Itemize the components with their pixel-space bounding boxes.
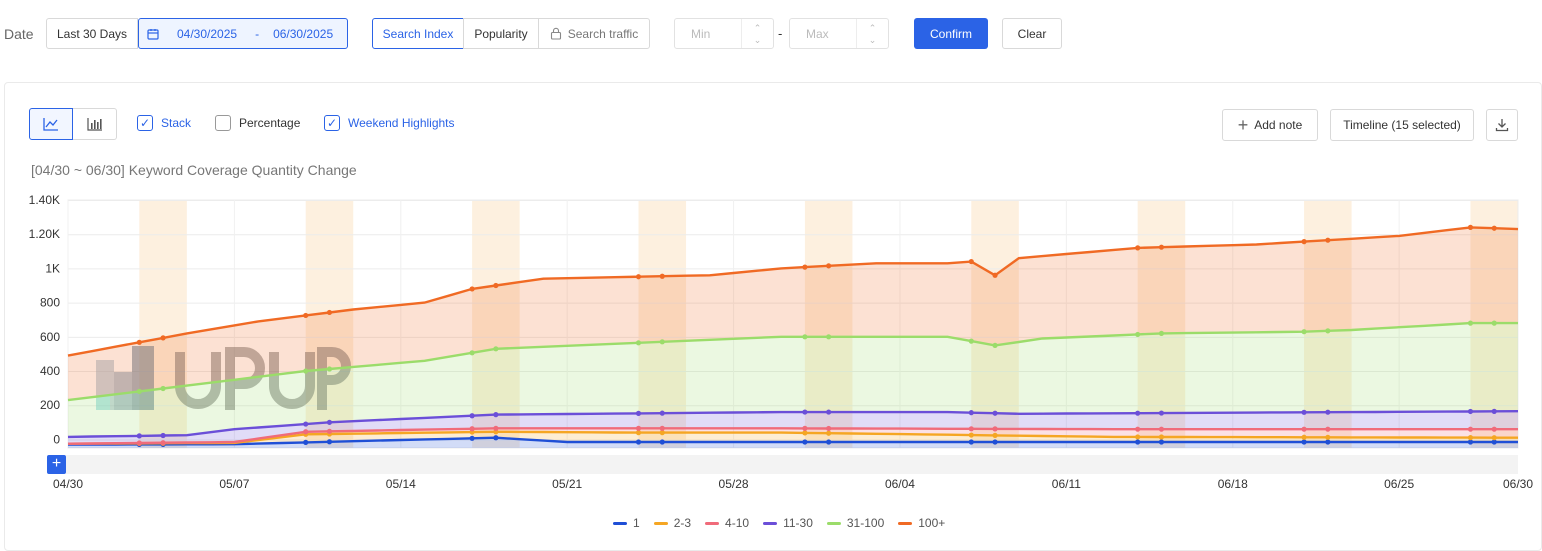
chevron-up-icon[interactable]: ⌃	[753, 22, 762, 33]
bar-chart-icon	[86, 118, 102, 131]
download-button[interactable]	[1486, 109, 1518, 141]
legend-label: 31-100	[846, 516, 885, 530]
stack-label: Stack	[161, 116, 192, 130]
check-icon: ✓	[324, 115, 340, 131]
line-chart-button[interactable]	[29, 108, 73, 140]
min-placeholder: Min	[691, 26, 711, 41]
weekend-highlights-checkbox[interactable]: ✓ Weekend Highlights	[324, 115, 455, 131]
legend-swatch	[613, 521, 627, 525]
legend-item-11-30[interactable]: 11-30	[763, 516, 813, 530]
add-note-label: Add note	[1254, 118, 1303, 132]
tab-popularity[interactable]: Popularity	[463, 18, 539, 49]
date-label: Date	[4, 26, 34, 42]
max-input[interactable]: Max ⌃ ⌄	[789, 18, 889, 49]
bar-chart-button[interactable]	[73, 108, 117, 140]
legend-label: 11-30	[783, 516, 813, 530]
legend-label: 4-10	[725, 516, 750, 530]
check-icon: ✓	[137, 115, 153, 131]
min-input[interactable]: Min ⌃ ⌄	[674, 18, 774, 49]
legend-swatch	[763, 521, 778, 525]
date-range-picker[interactable]: 04/30/2025 - 06/30/2025	[138, 18, 348, 49]
add-note-button[interactable]: + Add note	[1222, 109, 1318, 141]
calendar-icon	[147, 28, 159, 40]
legend-item-4-10[interactable]: 4-10	[705, 516, 749, 530]
line-chart-icon	[43, 118, 58, 131]
filter-bar: Date Last 30 Days 04/30/2025 - 06/30/202…	[0, 0, 1542, 66]
date-preset-button[interactable]: Last 30 Days	[46, 18, 138, 49]
legend-swatch	[826, 521, 841, 525]
legend-label: 100+	[918, 516, 946, 530]
legend-swatch	[705, 521, 720, 525]
clear-button[interactable]: Clear	[1002, 18, 1062, 49]
legend-item-31-100[interactable]: 31-100	[826, 516, 885, 530]
legend-item-100-plus[interactable]: 100+	[898, 516, 945, 530]
percentage-checkbox[interactable]: Percentage	[215, 115, 300, 131]
expand-scrubber-button[interactable]: +	[47, 455, 66, 474]
chart-title: [04/30 ~ 06/30] Keyword Coverage Quantit…	[31, 162, 357, 178]
plus-icon: +	[1237, 115, 1249, 135]
max-stepper[interactable]: ⌃ ⌄	[856, 19, 888, 48]
weekend-highlights-label: Weekend Highlights	[348, 116, 455, 130]
start-date[interactable]: 04/30/2025	[177, 26, 238, 41]
legend-swatch	[898, 521, 913, 525]
lock-icon	[550, 27, 561, 40]
timeline-button[interactable]: Timeline (15 selected)	[1330, 109, 1474, 141]
legend-item-2-3[interactable]: 2-3	[653, 516, 692, 530]
unchecked-box-icon	[215, 115, 231, 131]
chart-type-toggle	[29, 108, 117, 140]
percentage-label: Percentage	[239, 116, 301, 130]
legend-label: 2-3	[673, 516, 692, 530]
date-separator: -	[255, 26, 260, 41]
chevron-down-icon[interactable]: ⌄	[753, 34, 762, 45]
legend: 1 2-3 4-10 11-30 31-100 100+	[613, 516, 945, 530]
tab-search-traffic-label: Search traffic	[567, 26, 639, 41]
legend-swatch	[653, 521, 668, 525]
confirm-button[interactable]: Confirm	[914, 18, 988, 49]
legend-item-1[interactable]: 1	[613, 516, 640, 530]
min-stepper[interactable]: ⌃ ⌄	[741, 19, 773, 48]
tab-search-traffic[interactable]: Search traffic	[538, 18, 650, 49]
chevron-up-icon[interactable]: ⌃	[868, 22, 877, 33]
tab-search-index[interactable]: Search Index	[372, 18, 464, 49]
download-icon	[1495, 119, 1509, 132]
max-placeholder: Max	[806, 26, 829, 41]
range-dash: -	[778, 26, 783, 41]
legend-label: 1	[633, 516, 640, 530]
end-date[interactable]: 06/30/2025	[273, 26, 334, 41]
chevron-down-icon[interactable]: ⌄	[868, 34, 877, 45]
chart-card	[4, 82, 1542, 551]
stack-checkbox[interactable]: ✓ Stack	[137, 115, 191, 131]
